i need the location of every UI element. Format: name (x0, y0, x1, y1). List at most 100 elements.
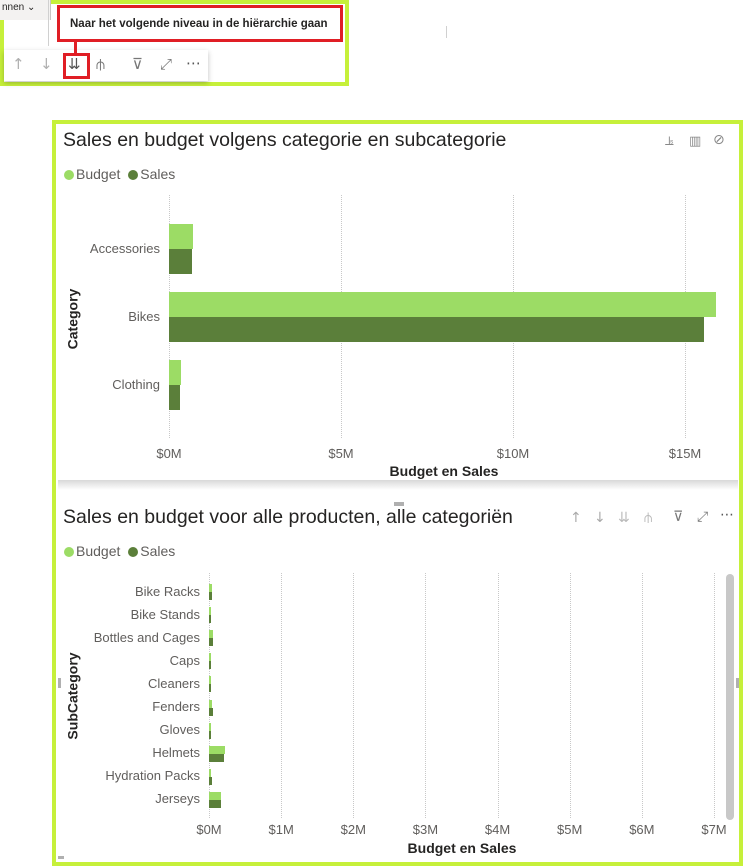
x-tick-label: $1M (268, 822, 294, 837)
x-tick-label: $5M (557, 822, 583, 837)
more-options-icon[interactable]: ⋯ (720, 507, 734, 523)
category-label: Bike Racks (134, 583, 200, 599)
ribbon-separator (446, 26, 447, 38)
sales-bar[interactable] (209, 684, 211, 693)
resize-handle-right[interactable] (736, 678, 739, 688)
budget-bar[interactable] (209, 699, 212, 708)
chart-icon[interactable]: ▥ (689, 134, 702, 149)
legend-sales-label: Sales (140, 166, 176, 182)
highlight-frame-visuals (52, 120, 743, 866)
tooltip: Naar het volgende niveau in de hiërarchi… (57, 5, 343, 42)
x-tick-label: $3M (412, 822, 439, 837)
chart1-legend: Budget Sales (64, 166, 175, 182)
sales-legend-dot (128, 170, 139, 180)
sales-bar[interactable] (169, 385, 181, 410)
budget-bar[interactable] (209, 607, 212, 616)
gridline (569, 573, 571, 818)
budget-bar[interactable] (209, 630, 213, 639)
sales-bar[interactable] (209, 707, 213, 716)
category-label: Bottles and Cages (93, 629, 200, 645)
x-axis-title: Budget en Sales (389, 463, 499, 479)
chart1-title: Sales en budget volgens categorie en sub… (63, 129, 507, 151)
budget-bar[interactable] (209, 745, 225, 754)
x-tick-label: $2M (340, 822, 366, 837)
x-axis-title: Budget en Sales (407, 840, 517, 856)
budget-bar[interactable] (209, 653, 211, 662)
drill-next-level-icon[interactable]: ⇊ (618, 510, 630, 526)
budget-bar[interactable] (209, 768, 212, 777)
sales-bar[interactable] (209, 799, 221, 808)
gridline (281, 573, 283, 818)
y-axis-title: Category (63, 288, 80, 350)
resize-handle-top[interactable] (394, 502, 404, 506)
drill-up-icon[interactable]: ↑ (570, 510, 582, 526)
gridline (714, 573, 715, 818)
category-label: Helmets (152, 745, 200, 761)
sales-bar[interactable] (169, 317, 704, 342)
focus-mode-icon[interactable]: ⤢ (160, 55, 173, 73)
focus-mode-icon[interactable]: ⤢ (697, 509, 709, 525)
drill-down-icon[interactable]: ↓ (594, 510, 606, 526)
sales-bar[interactable] (169, 249, 193, 274)
category-label: Accessories (89, 240, 160, 256)
sales-bar[interactable] (209, 638, 214, 647)
x-tick-label: $15M (668, 446, 702, 461)
expand-hierarchy-icon[interactable]: ⫛ (644, 510, 653, 526)
gridline (209, 573, 210, 818)
drill-down-icon[interactable]: ⫡ (665, 134, 674, 149)
filter-icon[interactable]: ⊽ (673, 509, 684, 525)
sales-bar[interactable] (209, 753, 225, 762)
budget-bar[interactable] (169, 360, 182, 385)
x-tick-label: $6M (629, 822, 655, 837)
chart2-legend: Budget Sales (64, 543, 175, 559)
legend-budget-label: Budget (76, 543, 121, 559)
gridline (497, 573, 499, 818)
filter-icon[interactable]: ⊽ (132, 55, 143, 73)
category-label: Gloves (159, 722, 200, 738)
sales-legend-dot (128, 547, 139, 557)
budget-bar[interactable] (209, 791, 222, 800)
drill-up-icon[interactable]: ↑ (12, 55, 25, 73)
sales-bar[interactable] (209, 592, 212, 600)
category-label: Bikes (128, 308, 160, 324)
x-tick-label: $4M (484, 822, 511, 837)
sales-bar[interactable] (209, 776, 212, 785)
drill-next-highlight (63, 53, 90, 79)
x-tick-label: $10M (496, 446, 530, 461)
sales-bar[interactable] (209, 615, 212, 624)
no-drill-icon[interactable]: ⊘ (713, 132, 725, 148)
x-tick-label: $0M (156, 446, 182, 461)
legend-budget-label: Budget (76, 166, 121, 182)
legend-sales-label: Sales (140, 543, 176, 559)
x-tick-label: $7M (701, 822, 727, 837)
gridline (641, 573, 643, 818)
sales-bar[interactable] (209, 730, 212, 739)
resize-handle-bottom-left[interactable] (58, 856, 64, 859)
category-label: Jerseys (155, 791, 200, 807)
drill-down-icon[interactable]: ↓ (40, 55, 53, 73)
gridline (353, 573, 355, 818)
ribbon-tab[interactable]: nnen ⌄ (0, 0, 51, 20)
visual-shadow (58, 480, 738, 490)
budget-bar[interactable] (169, 292, 716, 317)
budget-legend-dot (64, 547, 74, 557)
budget-bar[interactable] (209, 584, 212, 592)
expand-hierarchy-icon[interactable]: ⫛ (96, 55, 105, 73)
chart2-title: Sales en budget voor alle producten, all… (63, 506, 513, 528)
category-label: Bike Stands (130, 606, 200, 622)
vertical-scrollbar[interactable] (726, 574, 734, 820)
drill-next-level-icon[interactable]: ⇊ (68, 55, 81, 73)
visual-header-toolbar: ↑ ↓ ⇊ ⫛ ⊽ ⤢ ⋯ (4, 50, 208, 81)
x-tick-label: $5M (328, 446, 354, 461)
more-options-icon[interactable]: ⋯ (186, 54, 201, 72)
category-label: Cleaners (147, 675, 200, 691)
budget-bar[interactable] (169, 224, 194, 249)
sales-bar[interactable] (209, 661, 211, 670)
gridline (425, 573, 427, 818)
resize-handle-left[interactable] (58, 678, 61, 688)
budget-bar[interactable] (209, 676, 211, 685)
budget-legend-dot (64, 170, 74, 180)
category-label: Hydration Packs (105, 768, 200, 784)
budget-bar[interactable] (209, 722, 212, 731)
category-label: Fenders (152, 699, 200, 715)
